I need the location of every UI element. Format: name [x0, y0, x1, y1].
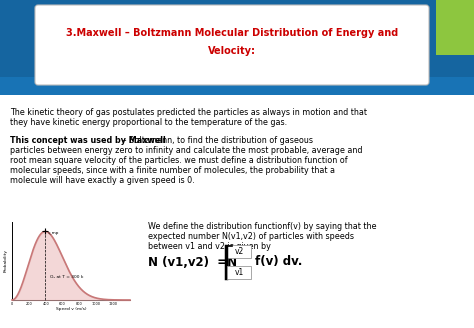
FancyBboxPatch shape — [227, 266, 251, 279]
Text: they have kinetic energy proportional to the temperature of the gas.: they have kinetic energy proportional to… — [10, 118, 287, 127]
Text: – Boltzmann, to find the distribution of gaseous: – Boltzmann, to find the distribution of… — [120, 136, 313, 145]
Text: 1000: 1000 — [92, 302, 101, 306]
Text: 0: 0 — [11, 302, 13, 306]
Text: 600: 600 — [59, 302, 66, 306]
Polygon shape — [0, 0, 474, 95]
Text: O₂ at T = 300 k: O₂ at T = 300 k — [50, 275, 83, 279]
Text: This concept was used by Maxwell: This concept was used by Maxwell — [10, 136, 166, 145]
Text: molecular speeds, since with a finite number of molecules, the probability that : molecular speeds, since with a finite nu… — [10, 166, 335, 175]
Text: Probability: Probability — [4, 250, 8, 273]
Text: molecule will have exactly a given speed is 0.: molecule will have exactly a given speed… — [10, 176, 195, 185]
Text: v1: v1 — [234, 268, 244, 277]
Text: We define the distribution functionf(v) by saying that the: We define the distribution functionf(v) … — [148, 222, 376, 231]
Text: between v1 and v2 is given by: between v1 and v2 is given by — [148, 242, 271, 251]
Text: f(v) dv.: f(v) dv. — [255, 256, 302, 269]
Text: v2: v2 — [234, 247, 244, 256]
Text: v_mp: v_mp — [48, 231, 60, 236]
FancyBboxPatch shape — [227, 245, 251, 258]
Text: Velocity:: Velocity: — [208, 46, 256, 56]
Text: 800: 800 — [76, 302, 83, 306]
Polygon shape — [0, 77, 474, 95]
Text: root mean square velocity of the particles. we must define a distribution functi: root mean square velocity of the particl… — [10, 156, 347, 165]
Text: expected number N(v1,v2) of particles with speeds: expected number N(v1,v2) of particles wi… — [148, 232, 354, 241]
Text: particles between energy zero to infinity and calculate the most probable, avera: particles between energy zero to infinit… — [10, 146, 363, 155]
Text: 3.Maxwell – Boltzmann Molecular Distribution of Energy and: 3.Maxwell – Boltzmann Molecular Distribu… — [66, 28, 398, 38]
Text: 1200: 1200 — [109, 302, 118, 306]
Polygon shape — [436, 0, 474, 55]
Text: The kinetic theory of gas postulates predicted the particles as always in motion: The kinetic theory of gas postulates pre… — [10, 108, 367, 117]
Text: N (v1,v2)  =N: N (v1,v2) =N — [148, 256, 237, 269]
FancyBboxPatch shape — [35, 5, 429, 85]
Text: 400: 400 — [42, 302, 49, 306]
Text: Speed v (m/s): Speed v (m/s) — [56, 307, 86, 311]
Text: 200: 200 — [26, 302, 32, 306]
